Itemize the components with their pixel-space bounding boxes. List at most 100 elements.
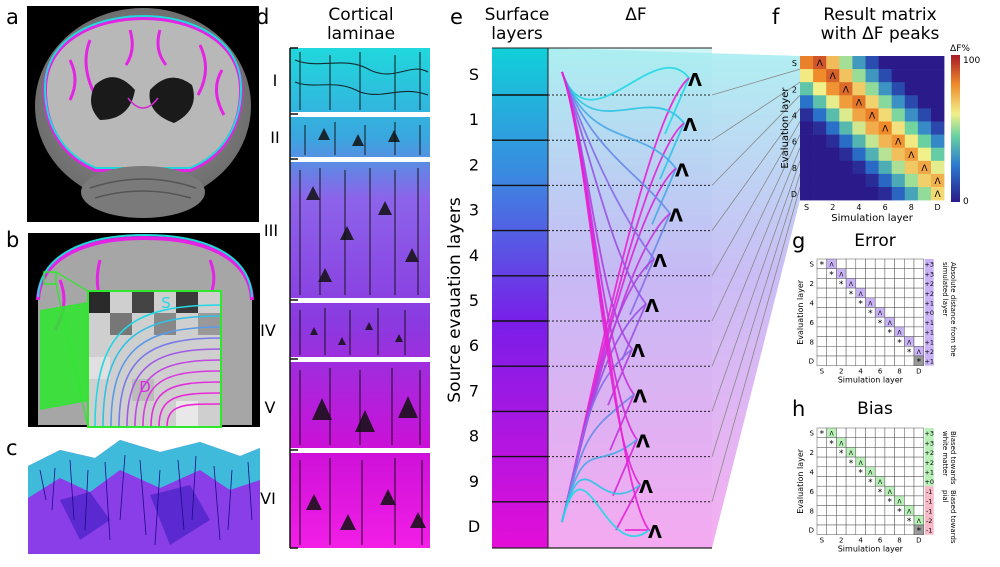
df-peak-marker: Λ	[631, 341, 645, 362]
grid-ytick: 6	[810, 319, 815, 327]
grid-ytick: S	[810, 430, 815, 438]
grid-cell	[845, 437, 857, 448]
grid-cell	[836, 307, 847, 318]
df-curve	[561, 71, 648, 361]
grid-cell	[913, 466, 924, 477]
grid-cell	[874, 287, 886, 299]
matrix-cell	[826, 108, 840, 122]
value-cell: +1	[924, 329, 934, 337]
grid-cell	[874, 495, 886, 506]
matrix-xtick: 4	[856, 203, 861, 212]
grid-cell	[884, 524, 895, 535]
grid-cell	[904, 316, 915, 328]
value-cell: -1	[926, 527, 932, 535]
grid-cell	[904, 427, 915, 438]
grid-cell	[865, 326, 876, 337]
matrix-cell	[891, 173, 906, 188]
matrix-cell	[931, 121, 945, 135]
matrix-xtick: 2	[830, 203, 835, 212]
grid-cell	[874, 278, 886, 289]
grid-cell	[855, 268, 866, 279]
layer-connector	[711, 173, 801, 457]
df-curve	[561, 71, 678, 225]
diag-marker: *	[897, 507, 902, 517]
value-cell: -1	[926, 507, 932, 515]
grid-cell	[904, 278, 915, 289]
matrix-cell	[839, 108, 853, 122]
grid-cell	[913, 268, 924, 279]
grid-ytick: S	[810, 261, 815, 269]
matrix-peak-marker: Λ	[895, 138, 902, 148]
bias-note-top-1: Biased towards	[949, 431, 957, 485]
grid-cell	[826, 495, 837, 506]
matrix-cell	[826, 82, 840, 96]
grid-cell	[816, 447, 827, 458]
source-layer-rows: S 1 2 3 4 5 6 7 8 9 D	[468, 65, 712, 536]
grid-cell	[855, 437, 866, 448]
matrix-cell	[904, 173, 919, 188]
grid-cell	[894, 355, 905, 366]
matrix-cell	[904, 56, 919, 70]
grid-cell	[884, 287, 895, 299]
source-layer-label: 1	[469, 110, 479, 129]
peak-marker: Λ	[829, 431, 834, 438]
layer-connector	[711, 108, 801, 231]
panel-d-title-2: laminae	[327, 24, 395, 44]
panel-g-label: g	[792, 229, 805, 253]
matrix-xtick: D	[934, 203, 940, 212]
grid-cell	[894, 287, 905, 299]
grid-cell	[904, 485, 915, 497]
value-cell: +0	[924, 309, 934, 317]
matrix-cell	[917, 134, 932, 148]
layer-connector	[711, 68, 801, 96]
matrix-cell	[931, 187, 945, 201]
matrix-peak-marker: Λ	[921, 164, 928, 174]
grid-ytick: D	[809, 527, 814, 535]
grid-cell	[826, 466, 837, 477]
panel-d-title-1: Cortical	[328, 5, 393, 25]
grid-cell	[904, 355, 915, 366]
grid-cell	[836, 505, 847, 516]
value-cell-bg	[924, 288, 934, 298]
grid-cell	[816, 515, 827, 526]
grid-cell	[855, 476, 866, 487]
matrix-cell	[878, 69, 892, 83]
matrix-cell	[800, 121, 814, 135]
grid-cell	[894, 268, 905, 279]
diag-marker: *	[878, 319, 883, 329]
matrix-cell	[878, 160, 892, 175]
grid-cell	[836, 336, 847, 347]
value-cell: +1	[924, 319, 934, 327]
grid-cell	[826, 336, 837, 347]
grid-ytick: 4	[810, 300, 815, 308]
grid-cell	[836, 524, 847, 535]
layer-connector	[711, 186, 801, 502]
panel-f-title-2: with ΔF peaks	[821, 24, 940, 44]
df-curve	[561, 71, 686, 180]
grid-cell	[845, 258, 857, 269]
diag-marker: *	[868, 309, 873, 319]
matrix-cell	[852, 95, 866, 109]
grid-cell	[904, 287, 915, 299]
grid-cell	[836, 297, 847, 308]
grid-cell	[913, 287, 924, 299]
grid-cell	[826, 278, 837, 289]
matrix-cell	[865, 56, 879, 70]
diag-marker: *	[917, 527, 922, 537]
grid-cell	[816, 524, 827, 535]
matrix-cell	[813, 108, 827, 122]
matrix-cell	[813, 160, 827, 175]
diag-marker: *	[839, 280, 844, 290]
panel-f-label: f	[772, 5, 780, 29]
grid-cell	[884, 466, 895, 477]
matrix-cell	[852, 108, 866, 122]
grid-cell	[845, 316, 857, 328]
diag-marker: *	[897, 338, 902, 348]
grid-cell	[904, 326, 915, 337]
grid-cell	[904, 258, 915, 269]
matrix-cell	[852, 134, 866, 148]
grid-cell	[865, 437, 876, 448]
value-cell-bg	[924, 428, 934, 438]
grid-cell	[913, 307, 924, 318]
peak-marker: Λ	[917, 518, 922, 525]
